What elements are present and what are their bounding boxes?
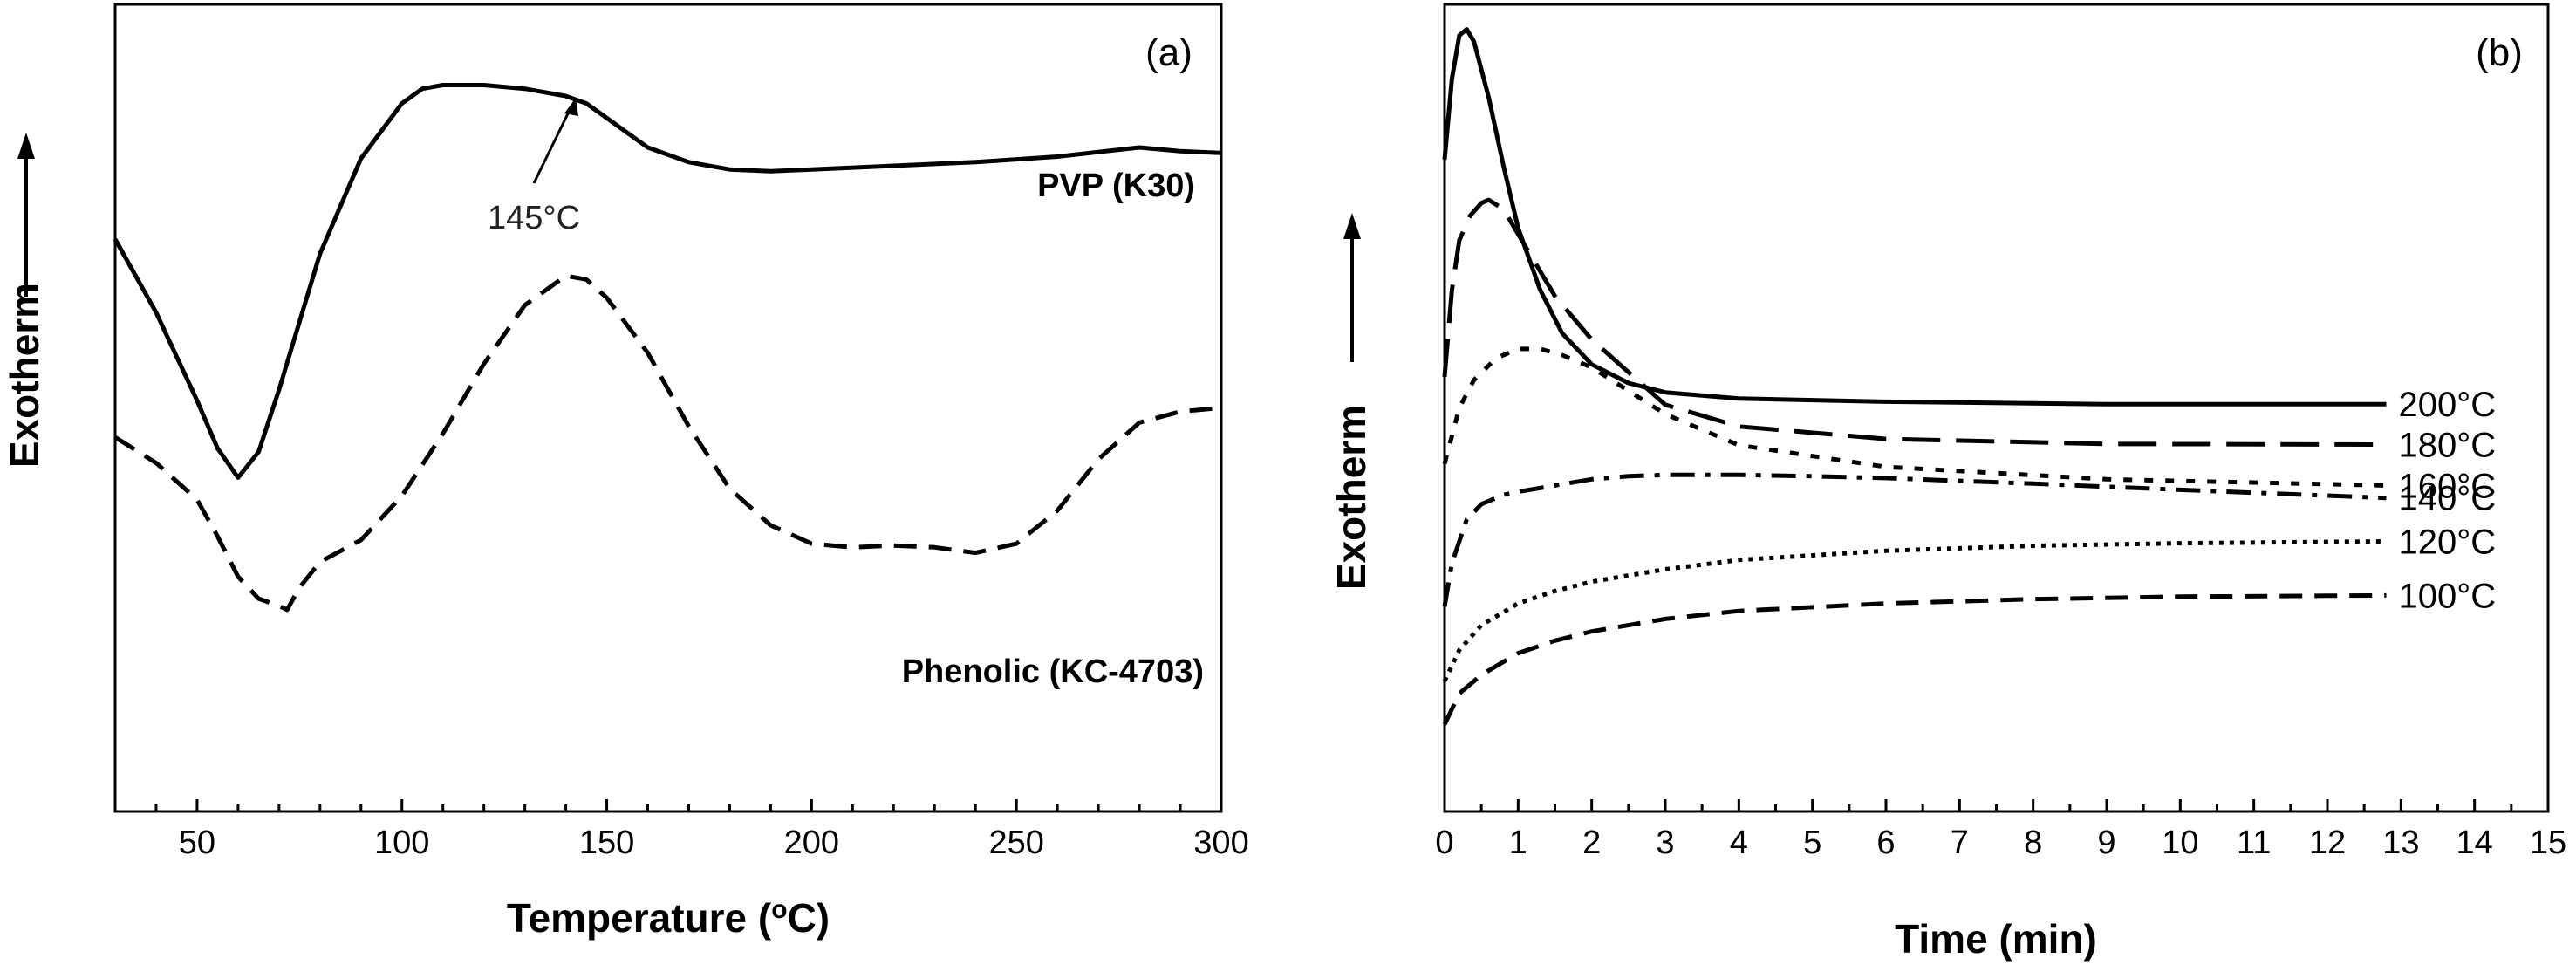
series-label: 140°C bbox=[2398, 480, 2496, 518]
series-line-100-c bbox=[1442, 592, 2387, 726]
series-line-pvp-k30 bbox=[113, 83, 1222, 480]
x-tick-label: 4 bbox=[1730, 825, 1748, 861]
x-tick-label: 150 bbox=[579, 825, 634, 861]
panel-b-x-axis-label: Time (min) bbox=[1895, 916, 2097, 962]
x-tick-label: 0 bbox=[1435, 825, 1453, 861]
x-tick-label: 10 bbox=[2162, 825, 2198, 861]
x-tick-label: 200 bbox=[784, 825, 839, 861]
series-line-120-c bbox=[1442, 539, 2387, 682]
x-tick-label: 5 bbox=[1803, 825, 1821, 861]
panel-a-y-axis-label: Exotherm bbox=[2, 133, 47, 468]
x-tick-label: 6 bbox=[1876, 825, 1895, 861]
series-label-phenolic: Phenolic (KC-4703) bbox=[902, 654, 1204, 690]
panel-a-x-axis-label: Temperature (oC) bbox=[507, 895, 830, 941]
x-tick-label: 9 bbox=[2097, 825, 2115, 861]
x-tick-label: 50 bbox=[179, 825, 215, 861]
panel-a-y-axis-label-text: Exotherm bbox=[2, 283, 47, 468]
series-label-pvp: PVP (K30) bbox=[1037, 168, 1195, 204]
x-tick-label: 250 bbox=[988, 825, 1043, 861]
panel-b-x-ticks: 0 1 2 3 4 5 6 7 8 9 10 11 12 13 14 15 bbox=[1435, 799, 2566, 861]
panel-b-y-axis-arrowhead bbox=[1343, 213, 1361, 239]
panel-b-frame bbox=[1443, 3, 2550, 813]
series-label: 180°C bbox=[2398, 426, 2496, 464]
series-line-180-c bbox=[1442, 197, 2387, 447]
panel-a-label: (a) bbox=[1145, 31, 1192, 74]
x-tick-label: 14 bbox=[2456, 825, 2493, 861]
panel-b-y-axis-label-text: Exotherm bbox=[1329, 405, 1374, 590]
panel-b-y-axis-label: Exotherm bbox=[1329, 213, 1374, 590]
series-label: 100°C bbox=[2398, 577, 2496, 615]
series-label: 200°C bbox=[2398, 386, 2496, 424]
panel-a-x-ticks: 50 100 150 200 250 300 bbox=[113, 799, 1249, 861]
x-tick-label: 1 bbox=[1509, 825, 1527, 861]
panel-b-curves bbox=[1442, 27, 2387, 726]
series-line-phenolic-kc-4703 bbox=[113, 273, 1222, 613]
x-tick-label: 15 bbox=[2530, 825, 2566, 861]
series-line-160-c bbox=[1442, 346, 2387, 488]
x-tick-label: 13 bbox=[2382, 825, 2419, 861]
x-tick-label: 2 bbox=[1582, 825, 1601, 861]
panel-b-label: (b) bbox=[2476, 31, 2523, 74]
x-tick-label: 12 bbox=[2309, 825, 2346, 861]
annotation-145-arrow-line bbox=[532, 106, 573, 184]
panel-a-y-axis-arrowhead bbox=[17, 133, 35, 159]
panel-a-curves bbox=[113, 83, 1222, 613]
series-line-200-c bbox=[1442, 27, 2387, 407]
series-label: 160°C bbox=[2398, 467, 2496, 505]
panel-b: 0 1 2 3 4 5 6 7 8 9 10 11 12 13 14 15 200°C180°C160°C14… bbox=[1329, 3, 2566, 962]
annotation-145-arrowhead bbox=[564, 98, 578, 116]
panel-a-frame bbox=[113, 3, 1223, 813]
panel-a: 50 100 150 200 250 300 (a) Temperature (oC) E… bbox=[2, 3, 1249, 941]
x-tick-label: 300 bbox=[1193, 825, 1248, 861]
annotation-145: 145°C bbox=[488, 98, 580, 236]
x-tick-label: 3 bbox=[1656, 825, 1674, 861]
x-tick-label: 8 bbox=[2024, 825, 2042, 861]
x-tick-label: 7 bbox=[1951, 825, 1969, 861]
x-tick-label: 11 bbox=[2237, 825, 2271, 861]
series-label: 120°C bbox=[2398, 523, 2496, 561]
series-line-140-c bbox=[1442, 472, 2387, 607]
x-tick-label: 100 bbox=[374, 825, 429, 861]
annotation-145-label: 145°C bbox=[488, 200, 580, 236]
